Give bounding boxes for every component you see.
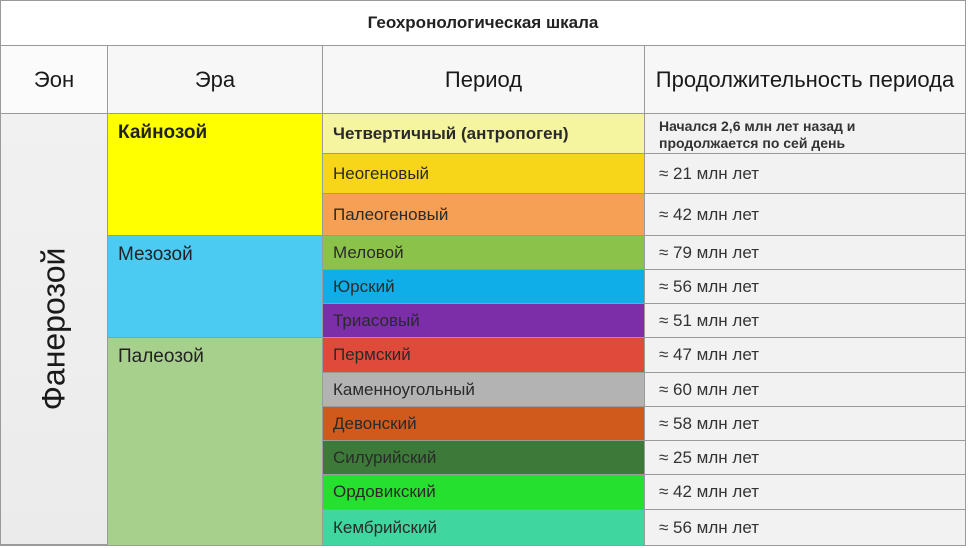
duration-cell: ≈ 58 млн лет bbox=[645, 407, 965, 441]
duration-text: ≈ 56 млн лет bbox=[659, 276, 759, 296]
era-label-cenozoic: Кайнозой bbox=[118, 122, 208, 143]
duration-text: ≈ 42 млн лет bbox=[659, 482, 759, 501]
period-cell: Неогеновый bbox=[323, 154, 645, 194]
era-label-mesozoic: Мезозой bbox=[118, 244, 193, 265]
duration-cell: ≈ 60 млн лет bbox=[645, 373, 965, 407]
duration-cell: ≈ 21 млн лет bbox=[645, 154, 965, 194]
period-name: Триасовый bbox=[333, 310, 420, 330]
duration-text: ≈ 21 млн лет bbox=[659, 163, 759, 183]
period-name: Четвертичный (антропоген) bbox=[333, 123, 569, 143]
header-period: Период bbox=[323, 46, 645, 114]
era-cell-mesozoic: Мезозой bbox=[108, 236, 323, 338]
period-name: Пермский bbox=[333, 345, 411, 364]
period-name: Девонский bbox=[333, 413, 417, 433]
period-cell: Триасовый bbox=[323, 304, 645, 338]
duration-text: ≈ 79 млн лет bbox=[659, 242, 759, 262]
period-cell: Девонский bbox=[323, 407, 645, 441]
period-name: Ордовикский bbox=[333, 482, 436, 501]
header-eon: Эон bbox=[1, 46, 108, 114]
duration-cell: ≈ 42 млн лет bbox=[645, 475, 965, 510]
table-title: Геохронологическая шкала bbox=[1, 1, 965, 46]
duration-cell: ≈ 56 млн лет bbox=[645, 270, 965, 304]
duration-text: ≈ 58 млн лет bbox=[659, 413, 759, 433]
period-name: Каменноугольный bbox=[333, 379, 475, 399]
period-name: Палеогеновый bbox=[333, 204, 449, 224]
period-name: Неогеновый bbox=[333, 163, 430, 183]
period-name: Юрский bbox=[333, 276, 395, 296]
period-cell: Пермский bbox=[323, 338, 645, 373]
period-cell: Четвертичный (антропоген) bbox=[323, 114, 645, 154]
eon-label: Фанерозой bbox=[35, 247, 72, 411]
period-name: Силурийский bbox=[333, 447, 437, 467]
era-cell-paleozoic: Палеозой bbox=[108, 338, 323, 545]
period-name: Меловой bbox=[333, 242, 404, 262]
duration-cell: ≈ 56 млн лет bbox=[645, 510, 965, 545]
period-cell: Каменноугольный bbox=[323, 373, 645, 407]
period-cell: Кембрийский bbox=[323, 510, 645, 545]
duration-text: ≈ 56 млн лет bbox=[659, 517, 759, 537]
duration-text: ≈ 47 млн лет bbox=[659, 345, 759, 364]
header-era: Эра bbox=[108, 46, 323, 114]
period-cell: Меловой bbox=[323, 236, 645, 270]
duration-cell: ≈ 51 млн лет bbox=[645, 304, 965, 338]
duration-text: Начался 2,6 млн лет назад и продолжается… bbox=[659, 118, 856, 151]
duration-text: ≈ 60 млн лет bbox=[659, 379, 759, 399]
eon-cell: Фанерозой bbox=[1, 114, 108, 545]
era-cell-cenozoic: Кайнозой bbox=[108, 114, 323, 236]
duration-cell: ≈ 42 млн лет bbox=[645, 194, 965, 236]
duration-cell: ≈ 25 млн лет bbox=[645, 441, 965, 475]
period-name: Кембрийский bbox=[333, 517, 437, 537]
period-cell: Ордовикский bbox=[323, 475, 645, 510]
era-label-paleozoic: Палеозой bbox=[118, 346, 204, 367]
duration-text: ≈ 25 млн лет bbox=[659, 447, 759, 467]
period-cell: Силурийский bbox=[323, 441, 645, 475]
header-duration: Продолжительность периода bbox=[645, 46, 965, 114]
duration-text: ≈ 42 млн лет bbox=[659, 204, 759, 224]
duration-text: ≈ 51 млн лет bbox=[659, 310, 759, 330]
period-cell: Юрский bbox=[323, 270, 645, 304]
duration-cell: Начался 2,6 млн лет назад и продолжается… bbox=[645, 114, 965, 154]
duration-cell: ≈ 47 млн лет bbox=[645, 338, 965, 373]
period-cell: Палеогеновый bbox=[323, 194, 645, 236]
duration-cell: ≈ 79 млн лет bbox=[645, 236, 965, 270]
